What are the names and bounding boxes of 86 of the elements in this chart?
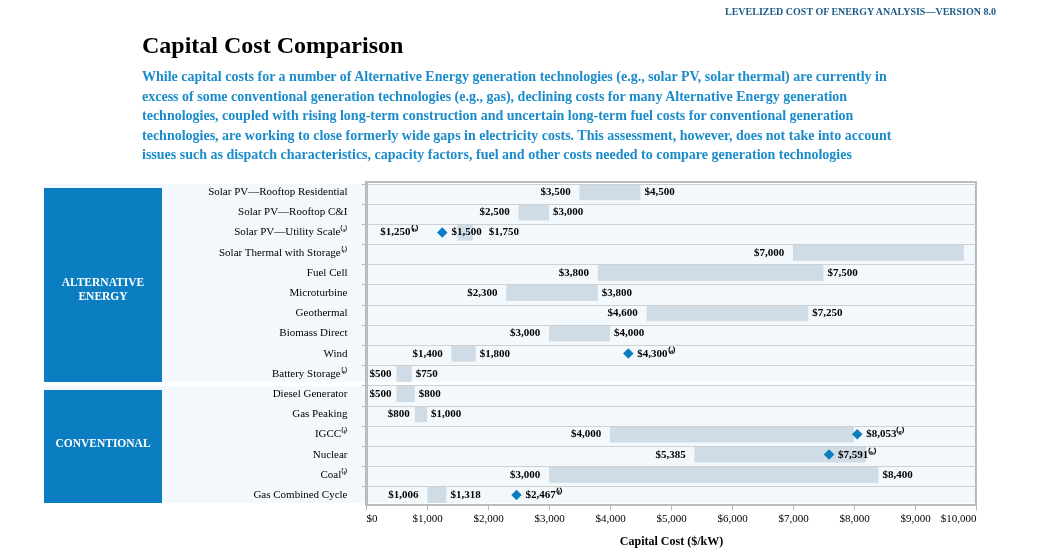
annotation: $1,000 <box>431 407 462 420</box>
x-tick-label: $10,000 <box>940 511 977 524</box>
annotation: $800 <box>418 386 442 399</box>
annotation: $1,800 <box>479 346 511 359</box>
annotation: $2,467⁽ⁱ⁾ <box>525 486 563 500</box>
annotation: $1,318 <box>450 487 482 500</box>
bar <box>579 184 641 201</box>
annotation: $500 <box>369 366 392 379</box>
annotation: $4,000 <box>571 427 602 440</box>
y-tick-label: Solar PV—Rooftop C&I <box>238 205 348 218</box>
x-tick-label: $9,000 <box>900 511 932 524</box>
x-tick-label: $1,000 <box>412 511 444 524</box>
annotation: $3,500 <box>540 185 572 198</box>
annotation: $1,250⁽ᵇ⁾ <box>380 224 420 238</box>
bar <box>506 284 598 302</box>
annotation: $3,000 <box>510 467 541 480</box>
bar <box>396 365 412 382</box>
band-label: ALTERNATIVE ENERGY <box>61 275 145 302</box>
annotation: $3,800 <box>558 265 590 278</box>
annotation: $8,053⁽ᵍ⁾ <box>866 426 905 440</box>
annotation: $800 <box>387 407 411 420</box>
annotation: $3,000 <box>553 205 584 218</box>
bar <box>518 204 549 221</box>
band-label: CONVENTIONAL <box>55 437 151 450</box>
annotation: $7,000 <box>754 245 785 258</box>
y-tick-label: Battery Storage⁽ᵉ⁾ <box>271 366 348 379</box>
annotation: $7,250 <box>812 306 843 319</box>
point <box>623 348 634 359</box>
x-tick-label: $6,000 <box>717 511 749 524</box>
x-tick-label: $5,000 <box>656 511 688 524</box>
annotation: $1,006 <box>388 487 420 500</box>
x-tick-label: $8,000 <box>839 511 871 524</box>
text: LEVELIZED COST OF ENERGY ANALYSIS—VERSION 8.0 <box>724 6 996 17</box>
annotation: $1,750 <box>488 225 520 238</box>
y-tick-label: Geothermal <box>295 306 348 319</box>
y-tick-label: Gas Peaking <box>292 407 348 420</box>
x-tick-label: $2,000 <box>473 511 505 524</box>
bar <box>396 385 415 403</box>
y-tick-label: Microturbine <box>289 286 348 299</box>
point <box>437 227 448 238</box>
y-tick-label: Wind <box>323 346 348 359</box>
x-tick-label: $4,000 <box>595 511 627 524</box>
bar <box>451 345 476 362</box>
annotation: $8,400 <box>882 467 914 480</box>
annotation: $1,500 <box>451 225 483 238</box>
bar <box>610 426 854 443</box>
bar <box>414 406 427 423</box>
annotation: $4,300⁽ᵈ⁾ <box>637 345 677 359</box>
y-tick-label: Fuel Cell <box>306 265 348 278</box>
annotation: $3,800 <box>601 286 633 299</box>
x-tick-label: $0 <box>366 511 378 524</box>
annotation: $4,000 <box>614 326 645 339</box>
annotation: $7,500 <box>827 265 859 278</box>
x-axis-title: Capital Cost ($/kW) <box>619 533 724 548</box>
bar <box>597 264 824 281</box>
y-tick-label: Biomass Direct <box>279 326 348 339</box>
bar <box>427 486 447 503</box>
point <box>511 489 522 501</box>
y-tick-label: Nuclear <box>312 447 348 460</box>
y-tick-label: Solar PV—Rooftop Residential <box>208 185 348 198</box>
x-tick-label: $3,000 <box>534 511 566 524</box>
annotation: $5,385 <box>655 447 687 460</box>
annotation: $4,600 <box>607 306 639 319</box>
annotation: $2,500 <box>479 205 511 218</box>
y-tick-label: Solar PV—Utility Scale⁽ᵃ⁾ <box>234 225 348 238</box>
y-tick-label: Diesel Generator <box>272 386 348 399</box>
point <box>851 429 863 440</box>
annotation: $3,000 <box>510 326 541 339</box>
point <box>823 449 835 460</box>
bar <box>549 466 879 483</box>
chart-title: Capital Cost Comparison <box>142 32 404 58</box>
bar <box>549 325 610 342</box>
annotation: $750 <box>415 366 439 379</box>
y-tick-label: Coal⁽ᶠ⁾ <box>320 467 348 480</box>
bar <box>646 305 809 322</box>
annotation: $7,591⁽ʰ⁾ <box>838 446 877 460</box>
bar <box>793 244 964 261</box>
annotation: $2,300 <box>467 286 499 299</box>
y-tick-label: IGCC⁽ᶠ⁾ <box>314 427 348 440</box>
x-tick-label: $7,000 <box>778 511 810 524</box>
chart-subtitle: While capital costs for a number of Alternative Energy generation technologies (e.g., solar PV, solar thermal) are currently in excess of some conventional generation technologies (e.g., gas), declining costs for many Alternative Energy generation technologies, coupled with rising long-term construction and uncertain long-term fuel costs for conventional generation technologies, are working to close formerly wide gaps in electricity costs. This assessment, however, does not take into account issues such as dispatch characteristics, capacity factors, fuel and other costs needed to compare generation technologies <box>142 69 892 162</box>
annotation: $1,400 <box>412 346 444 359</box>
y-tick-label: Solar Thermal with Storage⁽ᶜ⁾ <box>218 245 348 258</box>
y-tick-label: Gas Combined Cycle <box>253 487 348 500</box>
annotation: $500 <box>369 386 392 399</box>
annotation: $4,500 <box>644 185 676 198</box>
